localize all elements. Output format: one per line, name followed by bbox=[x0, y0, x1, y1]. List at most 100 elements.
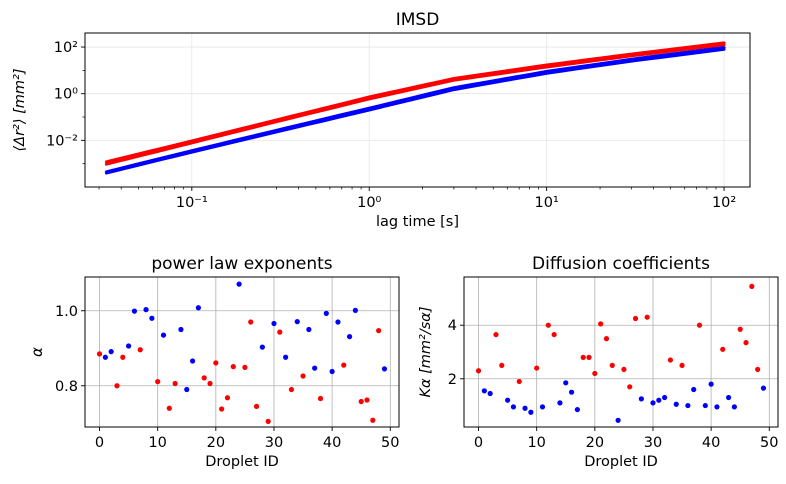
exponents-point bbox=[300, 373, 306, 379]
diffusion-point bbox=[493, 331, 499, 338]
exponents-point bbox=[288, 386, 295, 393]
exponents-point bbox=[236, 281, 242, 287]
diffusion-point bbox=[551, 331, 557, 338]
imsd-series-line bbox=[104, 46, 726, 174]
diffusion-point bbox=[568, 389, 575, 395]
imsd-tick-label-x: 10⁰ bbox=[357, 195, 381, 211]
diffusion-ticks: 0 10 20 30 40 50 2 4 bbox=[448, 318, 779, 451]
diffusion-tick-label-y: 4 bbox=[448, 318, 457, 334]
exponents-tick-label-x: 0 bbox=[95, 435, 104, 451]
exponents-point bbox=[126, 343, 132, 349]
diffusion-point bbox=[755, 366, 761, 373]
diffusion-plot: 0 10 20 30 40 50 2 4 Diffusion coefficients Dro… bbox=[418, 254, 779, 470]
diffusion-point bbox=[580, 354, 586, 360]
diffusion-point bbox=[743, 340, 749, 346]
diffusion-point bbox=[760, 385, 767, 391]
diffusion-point bbox=[685, 402, 691, 409]
diffusion-point bbox=[603, 336, 610, 342]
exponents-y-axis-label: α bbox=[28, 347, 46, 357]
exponents-plot: 0 10 20 30 40 50 0.8 1.0 power law exponents Dr… bbox=[28, 254, 400, 470]
imsd-frame bbox=[84, 32, 751, 188]
exponents-point bbox=[253, 403, 260, 409]
exponents-tick-label-x: 10 bbox=[148, 435, 166, 451]
exponents-point bbox=[346, 334, 353, 340]
exponents-point bbox=[143, 307, 149, 313]
diffusion-point bbox=[737, 326, 743, 332]
diffusion-point bbox=[691, 386, 697, 393]
exponents-point bbox=[370, 417, 376, 423]
diffusion-title: Diffusion coefficients bbox=[532, 254, 710, 274]
diffusion-point bbox=[574, 406, 580, 413]
diffusion-point bbox=[528, 409, 534, 415]
exponents-point bbox=[195, 305, 201, 311]
imsd-tick-label-y: 10⁰ bbox=[54, 87, 78, 103]
imsd-tick-label-x: 10² bbox=[712, 195, 736, 211]
exponents-point bbox=[381, 366, 388, 372]
diffusion-point bbox=[545, 322, 551, 328]
diffusion-point bbox=[673, 401, 679, 407]
diffusion-points bbox=[475, 283, 767, 423]
exponents-point bbox=[224, 395, 231, 401]
diffusion-point bbox=[481, 388, 487, 394]
diffusion-frame bbox=[463, 276, 779, 428]
exponents-point bbox=[358, 398, 364, 405]
exponents-point bbox=[352, 307, 358, 313]
exponents-point bbox=[178, 326, 184, 333]
diffusion-tick-label-y: 2 bbox=[448, 372, 457, 388]
diffusion-point bbox=[720, 346, 726, 352]
exponents-tick-label-x: 50 bbox=[381, 435, 399, 451]
exponents-point bbox=[242, 364, 248, 370]
diffusion-point bbox=[615, 417, 621, 423]
imsd-title: IMSD bbox=[396, 10, 440, 30]
exponents-point bbox=[131, 308, 138, 314]
diffusion-point bbox=[621, 366, 627, 373]
imsd-tick-label-y: 10² bbox=[54, 40, 78, 56]
exponents-point bbox=[155, 379, 161, 385]
exponents-point bbox=[172, 380, 178, 387]
diffusion-point bbox=[505, 397, 511, 403]
diffusion-point bbox=[475, 368, 482, 374]
diffusion-point bbox=[644, 314, 650, 320]
exponents-points bbox=[96, 281, 388, 424]
exponents-point bbox=[329, 368, 335, 375]
exponents-point bbox=[341, 362, 347, 368]
exponents-point bbox=[160, 332, 167, 338]
exponents-point bbox=[364, 397, 370, 403]
exponents-point bbox=[294, 319, 300, 325]
exponents-ticks: 0 10 20 30 40 50 0.8 1.0 bbox=[55, 304, 400, 451]
diffusion-grid bbox=[464, 277, 778, 427]
exponents-point bbox=[271, 320, 277, 327]
diffusion-point bbox=[650, 400, 656, 406]
imsd-series-line bbox=[104, 41, 726, 164]
diffusion-point bbox=[487, 390, 493, 397]
exponents-point bbox=[108, 349, 114, 355]
exponents-point bbox=[230, 364, 236, 370]
imsd-tick-label-x: 10¹ bbox=[535, 195, 559, 211]
diffusion-tick-label-x: 30 bbox=[644, 435, 662, 451]
exponents-point bbox=[323, 310, 329, 316]
diffusion-tick-label-x: 50 bbox=[760, 435, 778, 451]
imsd-series bbox=[104, 41, 726, 175]
diffusion-point bbox=[510, 404, 517, 410]
imsd-ticks: 10⁻¹ 10⁰ 10¹ 10² 10⁻² 10⁰ 10² bbox=[46, 40, 736, 211]
exponents-tick-label-x: 20 bbox=[207, 435, 225, 451]
imsd-x-axis-label: lag time [s] bbox=[376, 214, 459, 230]
exponents-point bbox=[335, 319, 341, 325]
diffusion-point bbox=[714, 404, 720, 410]
exponents-point bbox=[376, 328, 382, 334]
diffusion-point bbox=[586, 354, 592, 360]
diffusion-point bbox=[702, 402, 708, 409]
exponents-point bbox=[219, 406, 225, 412]
diffusion-point bbox=[679, 362, 685, 368]
diffusion-tick-label-x: 10 bbox=[527, 435, 545, 451]
exponents-point bbox=[149, 315, 155, 321]
diffusion-point bbox=[598, 321, 604, 327]
exponents-tick-label-y: 1.0 bbox=[55, 304, 78, 320]
exponents-tick-label-y: 0.8 bbox=[55, 379, 78, 395]
exponents-point bbox=[201, 375, 207, 381]
diffusion-y-axis-label: Kα [mm²/sα] bbox=[418, 306, 434, 397]
exponents-point bbox=[259, 344, 265, 350]
imsd-y-axis-label: ⟨Δr²⟩ [mm²] bbox=[12, 69, 28, 152]
exponents-point bbox=[137, 347, 143, 353]
imsd-series-line bbox=[104, 47, 726, 175]
